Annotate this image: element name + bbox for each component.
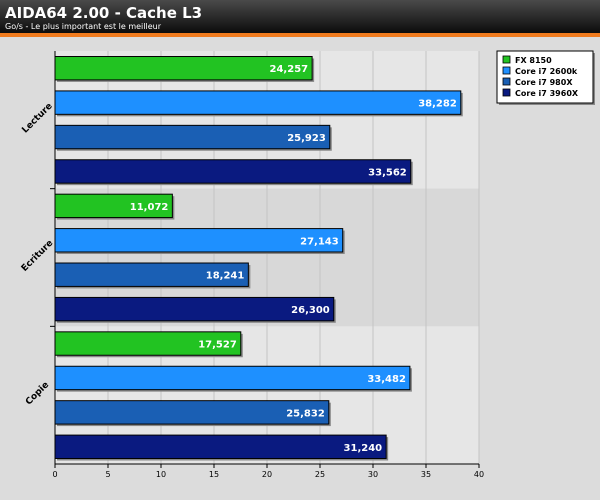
x-tick-label: 35	[421, 470, 431, 479]
bar	[54, 159, 412, 184]
bar	[54, 90, 462, 115]
data-label: 31,240	[344, 443, 383, 454]
plot-area: 0 5 10 15 20 25 30 35 40Lecture24,25738,28225,92…	[20, 51, 484, 479]
legend-swatch	[502, 77, 511, 86]
data-label: 17,527	[198, 340, 237, 351]
legend-entry: Core i7 980X	[515, 78, 573, 87]
data-label: 26,300	[291, 305, 330, 316]
bar	[54, 193, 173, 219]
x-tick-label: 30	[368, 470, 378, 479]
bar	[54, 400, 330, 425]
legend-entry: Core i7 3960X	[515, 89, 579, 98]
bar	[54, 262, 249, 287]
header-band	[0, 0, 600, 33]
data-label: 25,832	[286, 408, 325, 419]
legend-swatch	[502, 55, 511, 64]
x-tick-label: 20	[262, 470, 272, 479]
x-tick-label: 25	[315, 470, 325, 479]
data-label: 24,257	[270, 64, 309, 75]
bar	[54, 296, 335, 322]
legend-swatch	[502, 66, 511, 75]
x-tick-label: 40	[474, 470, 484, 479]
x-tick-label: 5	[105, 470, 110, 479]
data-label: 25,923	[287, 133, 326, 144]
header-accent-line	[0, 33, 600, 37]
x-tick-label: 0	[52, 470, 57, 479]
data-label: 33,482	[367, 374, 406, 385]
bar	[54, 124, 331, 150]
data-label: 38,282	[418, 99, 457, 110]
data-label: 11,072	[130, 202, 169, 213]
x-tick-label: 10	[156, 470, 166, 479]
data-label: 33,562	[368, 167, 407, 178]
legend-entry: FX 8150	[515, 56, 552, 65]
bar	[54, 434, 387, 459]
legend-entry: Core i7 2600k	[515, 67, 578, 76]
data-label: 27,143	[300, 236, 339, 247]
legend: FX 8150 Core i7 2600k Core i7 980X Core i7 …	[496, 50, 595, 105]
chart-title: AIDA64 2.00 - Cache L3	[5, 4, 202, 22]
bar	[54, 228, 344, 253]
data-label: 18,241	[206, 271, 245, 282]
bar	[54, 365, 411, 391]
chart-subtitle: Go/s - Le plus important est le meilleur	[5, 22, 162, 31]
bar	[54, 331, 242, 356]
x-tick-label: 15	[209, 470, 219, 479]
legend-box	[496, 50, 594, 104]
legend-swatch	[502, 88, 511, 97]
bar	[54, 56, 313, 81]
